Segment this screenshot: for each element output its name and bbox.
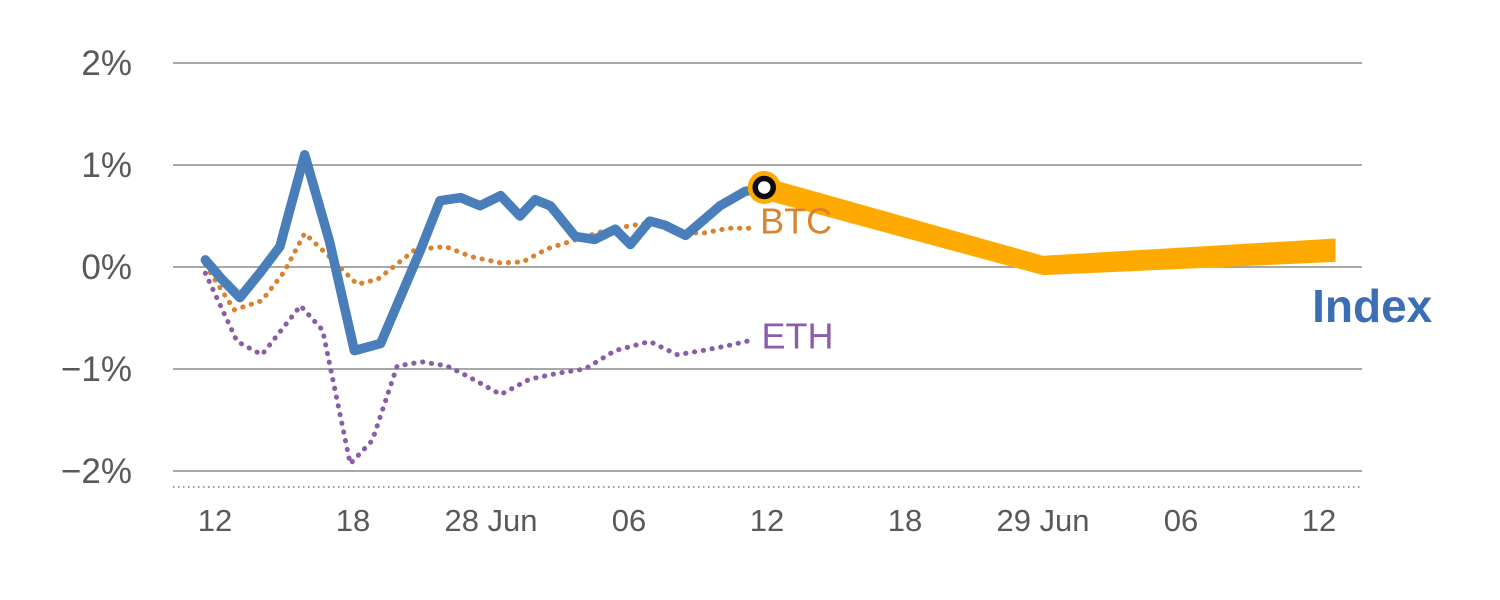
forecast-start-marker <box>752 175 776 200</box>
x-tick-label: 18 <box>888 503 922 538</box>
y-tick-label: −1% <box>61 350 132 389</box>
y-tick-label: 2% <box>81 44 132 83</box>
index-series-label: Index <box>1312 280 1433 332</box>
btc-series-label: BTC <box>760 200 832 241</box>
x-tick-label: 12 <box>750 503 784 538</box>
y-tick-label: −2% <box>61 452 132 491</box>
y-tick-label: 1% <box>81 146 132 185</box>
y-tick-label: 0% <box>81 248 132 287</box>
eth-series-label: ETH <box>761 316 833 357</box>
x-tick-label: 12 <box>198 503 232 538</box>
btc-line <box>202 219 753 313</box>
x-tick-label: 18 <box>336 503 370 538</box>
x-tick-label: 28 Jun <box>444 503 537 538</box>
x-tick-label: 06 <box>612 503 646 538</box>
forecast-band <box>764 177 1336 276</box>
eth-line <box>202 270 753 467</box>
x-tick-label: 12 <box>1302 503 1336 538</box>
x-tick-label: 29 Jun <box>996 503 1089 538</box>
index-line <box>200 150 769 356</box>
x-tick-label: 06 <box>1164 503 1198 538</box>
